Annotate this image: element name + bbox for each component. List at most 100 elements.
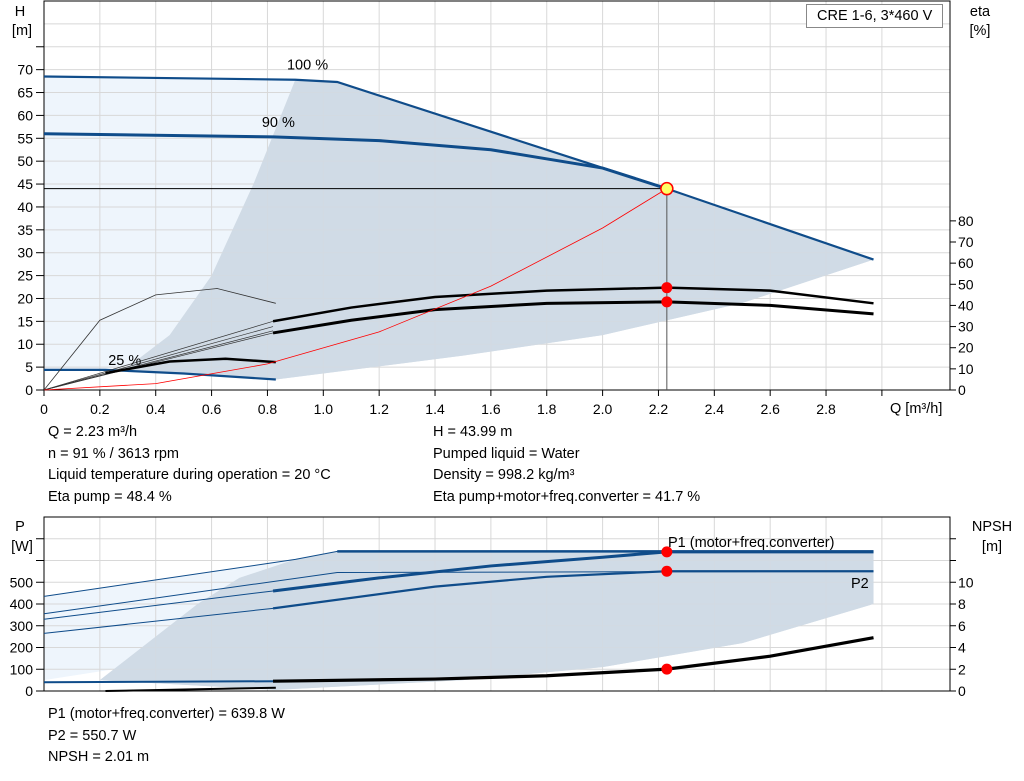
info-bottom: P1 (motor+freq.converter) = 639.8 W P2 =…	[48, 704, 285, 769]
y2-tick-label: 40	[958, 297, 974, 313]
speed-label: 25 %	[108, 353, 141, 369]
x-tick-label: 1.6	[481, 401, 501, 417]
eta-curve-thin-line	[43, 326, 274, 391]
y-tick-label: 30	[17, 245, 33, 261]
eta-pump-curve	[272, 286, 874, 323]
x-axis-label: Q [m³/h]	[890, 401, 942, 417]
y-tick-label: 10	[17, 336, 33, 352]
p2-curve	[272, 570, 874, 610]
y-tick-label: 0	[25, 683, 33, 699]
p1-curve	[272, 550, 874, 593]
y-axis-unit: [m]	[12, 23, 32, 39]
operating-region-overlay	[105, 79, 874, 380]
y-tick-label: 0	[25, 382, 33, 398]
y2-tick-label: 20	[958, 340, 974, 356]
y2-tick-label: 30	[958, 319, 974, 335]
power-curve-25	[43, 680, 276, 684]
x-tick-label: 2.8	[816, 401, 836, 417]
y2-tick-label: 4	[958, 640, 966, 656]
info-p1: P1 (motor+freq.converter) = 639.8 W	[48, 706, 285, 722]
info-col2: H = 43.99 m Pumped liquid = Water Densit…	[433, 422, 700, 508]
y-tick-label: 20	[17, 290, 33, 306]
info-liquid: Pumped liquid = Water	[433, 445, 580, 462]
pump-title-box: CRE 1-6, 3*460 V	[806, 4, 944, 28]
plot-frame	[43, 0, 951, 391]
y2-tick-label: 2	[958, 661, 966, 677]
info-col1: Q = 2.23 m³/h n = 91 % / 3613 rpm Liquid…	[48, 422, 331, 508]
info-p2: P2 = 550.7 W	[48, 727, 137, 744]
y2-tick-label: 8	[958, 596, 966, 612]
x-tick-label: 1.0	[314, 401, 334, 417]
y2-axis-label: eta	[970, 4, 991, 20]
info-head: H = 43.99 m	[433, 424, 513, 440]
eta-curve-thin-line	[43, 320, 274, 391]
eta-curve-25-percent	[105, 357, 276, 375]
y-tick-label: 55	[17, 130, 33, 146]
y-tick-label: 45	[17, 176, 33, 192]
y-tick-label: 70	[17, 62, 33, 78]
y-tick-label: 35	[17, 222, 33, 238]
y-tick-label: 500	[10, 574, 34, 590]
eta-total-curve	[272, 300, 874, 335]
y2-tick-label: 60	[958, 255, 974, 271]
y-axis-label: H	[15, 4, 25, 20]
npsh-curve	[273, 636, 874, 683]
x-tick-label: 2.2	[649, 401, 669, 417]
y-tick-label: 65	[17, 85, 33, 101]
x-tick-label: 2.4	[705, 401, 725, 417]
y-tick-label: 100	[10, 661, 34, 677]
y-tick-label: 25	[17, 268, 33, 284]
y2-tick-label: 10	[958, 361, 974, 377]
info-temperature: Liquid temperature during operation = 20…	[48, 467, 331, 483]
y2-axis-unit: [m]	[982, 539, 1002, 555]
y2-tick-label: 50	[958, 276, 974, 292]
curve-100-percent	[43, 75, 874, 261]
x-tick-label: 1.2	[369, 401, 389, 417]
y-axis-unit: [W]	[11, 539, 33, 555]
power-curve-thin	[43, 607, 274, 634]
eta-pump-point	[661, 282, 673, 294]
y-tick-label: 300	[10, 618, 34, 634]
y2-tick-label: 0	[958, 382, 966, 398]
y2-axis-label: NPSH	[972, 519, 1012, 535]
y-axis-label: P	[15, 519, 25, 535]
info-eta-pump: Eta pump = 48.4 %	[48, 488, 172, 505]
x-tick-label: 0.6	[202, 401, 222, 417]
y-tick-label: 50	[17, 153, 33, 169]
power-curve-thin	[43, 590, 274, 620]
eta-curve-thin-line	[43, 332, 274, 391]
speed-label: 90 %	[262, 115, 295, 131]
y-tick-label: 5	[25, 359, 33, 375]
y-tick-label: 40	[17, 199, 33, 215]
x-tick-label: 0.2	[90, 401, 110, 417]
curve-90-percent	[43, 132, 668, 191]
npsh-curve-25	[105, 686, 276, 692]
x-tick-label: 0	[40, 401, 48, 417]
x-tick-label: 1.8	[537, 401, 557, 417]
light-region	[44, 76, 296, 370]
y2-tick-label: 70	[958, 234, 974, 250]
eta-curve-thin	[43, 288, 276, 391]
y-tick-label: 60	[17, 107, 33, 123]
npsh-point	[661, 663, 673, 675]
info-density: Density = 998.2 kg/m³	[433, 467, 575, 483]
x-tick-label: 1.4	[425, 401, 445, 417]
info-eta-total: Eta pump+motor+freq.converter = 41.7 %	[433, 488, 701, 505]
y-tick-label: 400	[10, 596, 34, 612]
p2-point	[661, 565, 673, 577]
info-npsh: NPSH = 2.01 m	[48, 749, 150, 765]
x-tick-label: 0.4	[146, 401, 166, 417]
p1-point	[661, 546, 673, 558]
curve-25-percent	[44, 368, 276, 381]
p2-series-label: P2	[851, 576, 869, 592]
y2-tick-label: 6	[958, 618, 966, 634]
x-tick-label: 2.0	[593, 401, 613, 417]
operating-region-overlay	[99, 551, 874, 690]
info-speed: n = 91 % / 3613 rpm	[48, 445, 179, 462]
speed-label: 100 %	[287, 58, 328, 74]
info-flow: Q = 2.23 m³/h	[48, 424, 138, 440]
y2-tick-label: 0	[958, 683, 966, 699]
y-tick-label: 15	[17, 313, 33, 329]
y2-tick-label: 80	[958, 213, 974, 229]
